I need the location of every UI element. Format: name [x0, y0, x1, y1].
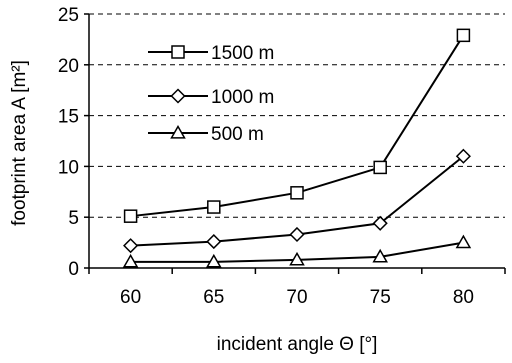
legend-item-2: 500 m [148, 124, 264, 145]
data-point [291, 228, 304, 241]
data-point [457, 236, 470, 247]
x-tick-label: 70 [286, 287, 307, 308]
data-point [374, 161, 386, 173]
legend-item-0: 1500 m [148, 43, 274, 64]
x-tick-label: 80 [453, 287, 474, 308]
data-point [207, 235, 220, 248]
legend-item-1: 1000 m [148, 87, 274, 108]
y-tick-label: 15 [58, 107, 79, 128]
y-tick-label: 5 [68, 208, 79, 229]
data-point [124, 239, 137, 252]
y-tick-label: 20 [58, 56, 79, 77]
axes-layer: 0 5 10 15 20 25 60 65 70 75 80 [58, 5, 505, 308]
x-tick-label: 75 [370, 287, 391, 308]
legend-swatch-marker [172, 46, 184, 58]
x-tick-label: 65 [203, 287, 224, 308]
data-point [208, 201, 220, 213]
data-point [291, 187, 303, 199]
y-tick-label: 25 [58, 5, 79, 26]
legend: 1500 m 1000 m 500 m [148, 43, 274, 145]
legend-label: 500 m [211, 124, 264, 145]
legend-label: 1000 m [211, 87, 274, 108]
legend-swatch-marker [172, 90, 185, 103]
data-point [457, 29, 469, 41]
y-axis-title: footprint area A [m²] [9, 60, 30, 226]
data-point [125, 210, 137, 222]
x-tick-label: 60 [120, 287, 141, 308]
x-axis-title: incident angle Θ [°] [217, 334, 378, 355]
y-tick-label: 0 [68, 259, 79, 280]
y-tick-label: 10 [58, 157, 79, 178]
legend-label: 1500 m [211, 43, 274, 64]
series-1 [124, 150, 470, 252]
